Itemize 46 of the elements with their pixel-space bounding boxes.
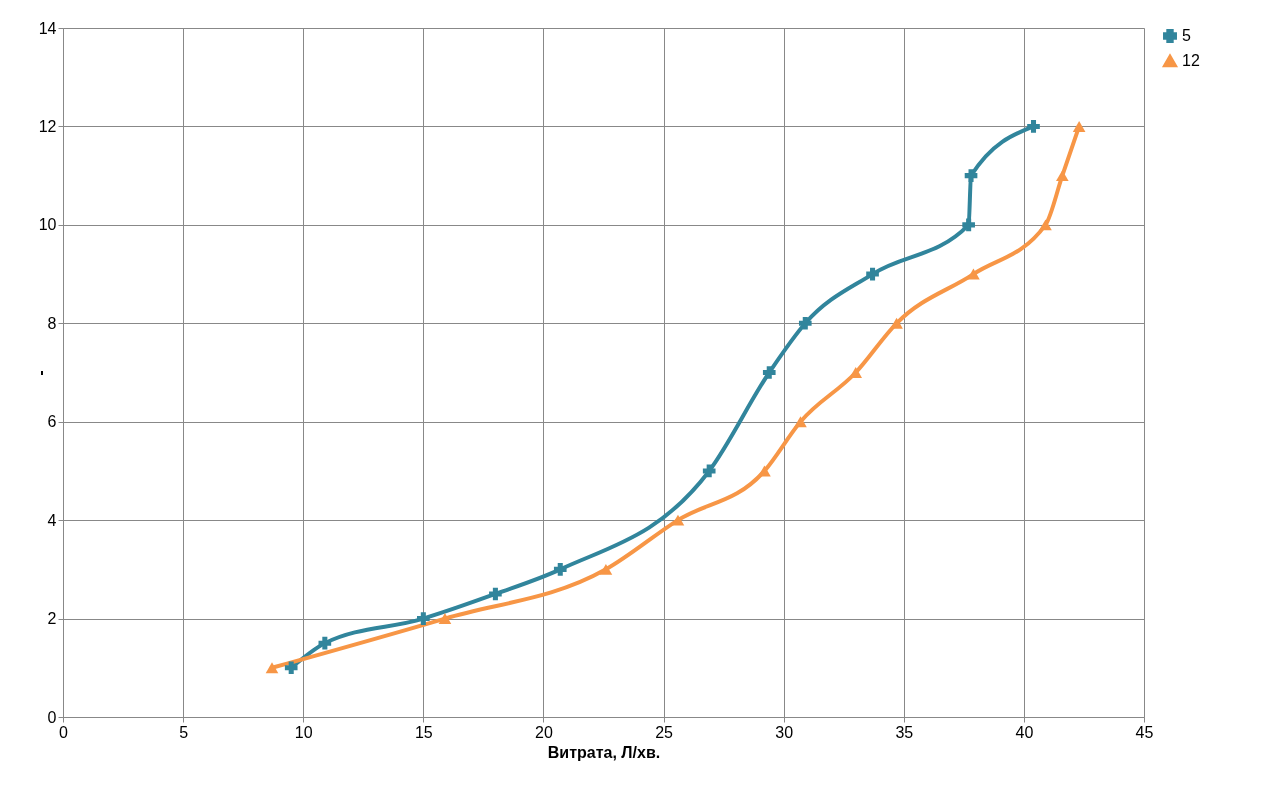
legend-label: 12 <box>1182 52 1200 69</box>
x-tick-label: 45 <box>1135 723 1154 741</box>
x-tick-label: 35 <box>895 723 914 741</box>
point <box>1056 170 1069 182</box>
point <box>890 317 903 329</box>
point <box>671 514 685 526</box>
point <box>265 662 279 674</box>
x-tick-label: 40 <box>1015 723 1034 741</box>
point <box>962 218 975 232</box>
y-axis-title: - <box>34 370 52 376</box>
point <box>702 464 716 478</box>
y-tick-label: 6 <box>47 413 57 431</box>
x-tick-label: 30 <box>775 723 794 741</box>
x-tick-label: 25 <box>655 723 674 741</box>
legend-label: 5 <box>1182 27 1191 44</box>
x-tick-label: 10 <box>294 723 313 741</box>
x-tick-label: 20 <box>535 723 553 741</box>
point <box>438 613 452 625</box>
point <box>967 268 980 280</box>
point <box>1072 120 1086 132</box>
point <box>553 563 567 576</box>
x-tick-label: 15 <box>414 723 433 741</box>
point <box>599 563 613 575</box>
x-axis-title: Витрата, Л/хв. <box>547 743 661 761</box>
point <box>758 465 771 477</box>
point <box>284 661 298 675</box>
y-tick-label: 2 <box>47 610 57 628</box>
x-tick-label: 5 <box>179 723 189 741</box>
point <box>417 612 430 625</box>
y-tick-label: 8 <box>47 314 57 332</box>
point <box>1039 219 1052 231</box>
y-tick-label: 4 <box>47 511 57 529</box>
point <box>798 316 812 330</box>
point <box>318 636 332 650</box>
point <box>794 416 807 428</box>
y-tick-label: 0 <box>47 708 57 726</box>
y-tick-label: 12 <box>38 117 57 135</box>
point <box>489 587 502 601</box>
point <box>849 367 863 378</box>
x-tick-label: 0 <box>59 723 69 741</box>
point <box>866 267 879 281</box>
point <box>964 169 978 182</box>
point <box>1027 120 1040 133</box>
y-tick-label: 14 <box>38 19 57 37</box>
y-tick-label: 10 <box>38 216 57 234</box>
point <box>762 366 776 379</box>
